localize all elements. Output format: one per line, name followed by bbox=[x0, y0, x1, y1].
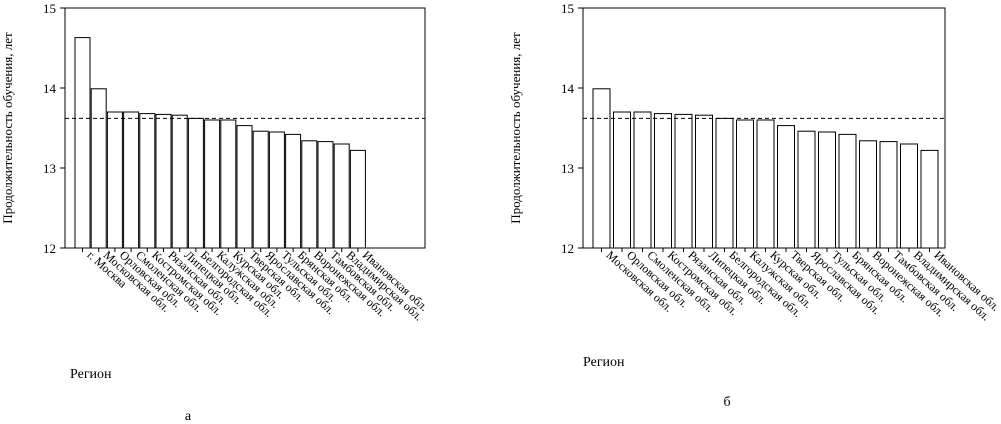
bar bbox=[349, 149, 366, 249]
y-tick-label: 13 bbox=[43, 161, 56, 176]
bar bbox=[171, 114, 188, 249]
bar bbox=[268, 131, 285, 249]
y-axis-label: Продолжительность обучения, лет bbox=[508, 32, 523, 224]
bar bbox=[797, 130, 816, 249]
bar bbox=[106, 111, 123, 249]
bar bbox=[204, 119, 221, 249]
bar bbox=[838, 133, 857, 249]
panel-label: а bbox=[185, 409, 192, 424]
bar bbox=[715, 117, 734, 249]
y-tick-label: 12 bbox=[561, 241, 574, 256]
x-axis-label: Регион bbox=[70, 367, 112, 382]
bar bbox=[859, 140, 877, 249]
bar bbox=[301, 140, 318, 249]
bar bbox=[252, 130, 269, 249]
bar bbox=[695, 114, 713, 249]
bar bbox=[777, 125, 795, 249]
bar bbox=[155, 113, 172, 249]
bar bbox=[818, 131, 836, 249]
y-tick-label: 14 bbox=[561, 81, 575, 96]
bar bbox=[236, 125, 253, 249]
x-axis-label: Регион bbox=[583, 355, 625, 370]
bar bbox=[90, 88, 107, 249]
bar bbox=[674, 113, 693, 249]
bar bbox=[123, 111, 140, 249]
bar bbox=[285, 133, 302, 249]
y-tick-label: 15 bbox=[561, 1, 574, 16]
bar bbox=[613, 111, 631, 249]
bar bbox=[633, 111, 652, 249]
y-tick-label: 14 bbox=[43, 81, 57, 96]
y-axis-label: Продолжительность обучения, лет bbox=[0, 32, 15, 224]
y-tick-label: 12 bbox=[43, 241, 56, 256]
bar bbox=[220, 119, 237, 249]
bar bbox=[333, 143, 350, 249]
panel-label: б bbox=[723, 395, 730, 410]
y-tick-label: 15 bbox=[43, 1, 56, 16]
bar bbox=[139, 113, 156, 249]
bar bbox=[879, 141, 898, 249]
bar bbox=[920, 149, 939, 249]
bar bbox=[74, 37, 91, 249]
bar bbox=[317, 141, 334, 249]
bar bbox=[756, 119, 775, 249]
bar bbox=[592, 88, 611, 249]
bar bbox=[736, 119, 754, 249]
bar bbox=[187, 117, 204, 249]
bar bbox=[654, 113, 672, 249]
y-tick-label: 13 bbox=[561, 161, 574, 176]
bar bbox=[900, 143, 918, 249]
